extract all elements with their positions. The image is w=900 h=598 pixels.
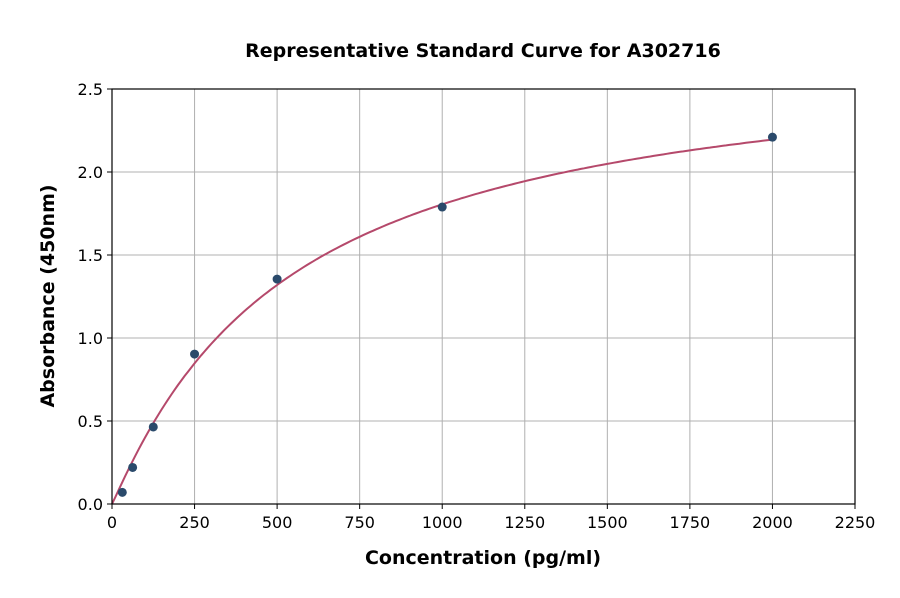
y-axis-ticks: 0.0 0.5 1.0 1.5 2.0 2.5 — [78, 80, 112, 514]
data-points — [117, 132, 777, 497]
y-tick-label: 1.0 — [78, 329, 103, 348]
grid — [111, 88, 856, 505]
y-tick-label: 1.5 — [78, 246, 103, 265]
x-tick-label: 250 — [179, 513, 210, 532]
y-tick-label: 0.5 — [78, 412, 103, 431]
data-point — [437, 202, 447, 212]
x-tick-label: 1250 — [504, 513, 545, 532]
x-tick-label: 1000 — [422, 513, 463, 532]
data-point — [272, 274, 282, 284]
x-tick-label: 1750 — [670, 513, 711, 532]
plot-frame — [111, 88, 856, 505]
x-tick-label: 2250 — [835, 513, 876, 532]
data-point — [148, 422, 158, 432]
x-tick-label: 1500 — [587, 513, 628, 532]
data-point — [117, 487, 127, 497]
x-axis-label: Concentration (pg/ml) — [365, 547, 601, 569]
data-point — [190, 349, 200, 359]
y-tick-label: 0.0 — [78, 495, 103, 514]
x-tick-label: 500 — [262, 513, 293, 532]
chart-title: Representative Standard Curve for A30271… — [245, 40, 721, 62]
x-tick-label: 750 — [344, 513, 375, 532]
x-tick-label: 2000 — [752, 513, 793, 532]
y-tick-label: 2.5 — [78, 80, 103, 99]
data-point — [128, 462, 138, 472]
data-point — [767, 132, 777, 142]
x-tick-label: 0 — [107, 513, 117, 532]
y-tick-label: 2.0 — [78, 163, 103, 182]
x-axis-ticks: 0 250 500 750 1000 1250 1500 1750 2000 2250 — [107, 504, 875, 532]
y-axis-label: Absorbance (450nm) — [37, 184, 59, 407]
